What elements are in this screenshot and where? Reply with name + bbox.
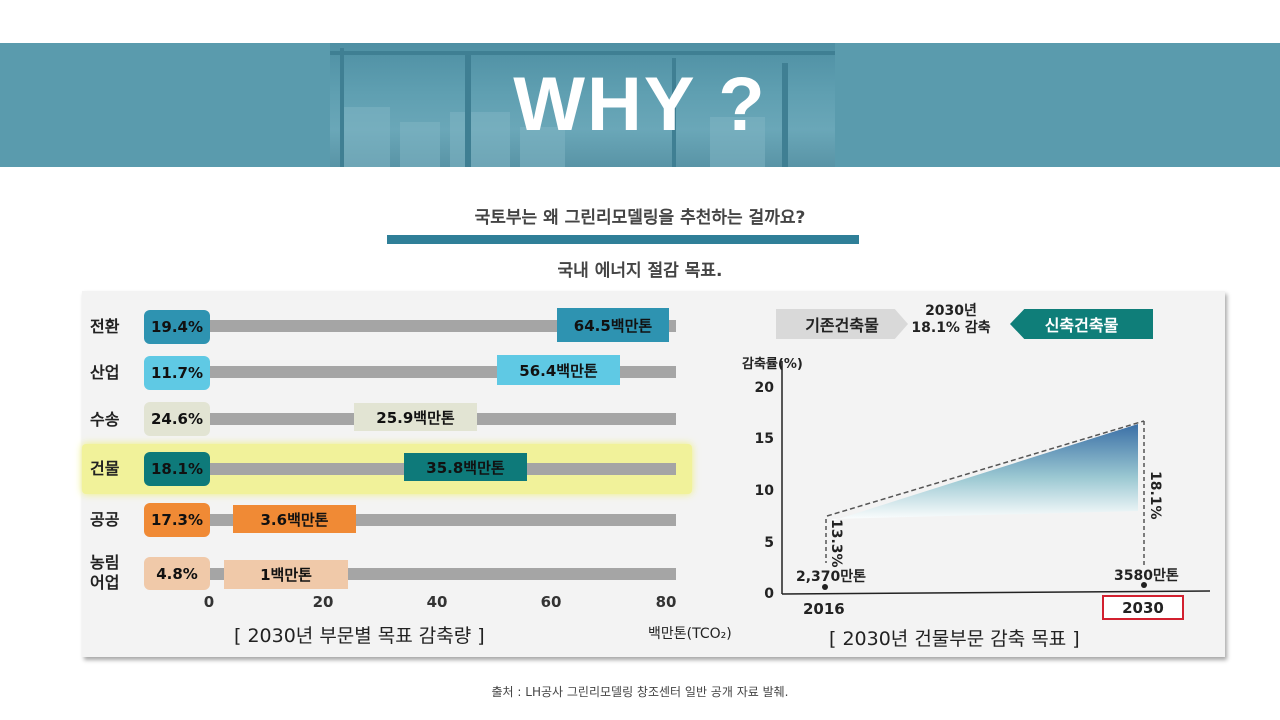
value-box: 1백만톤	[224, 560, 348, 589]
title-underline	[387, 235, 859, 244]
charts-panel: 전환 19.4% 64.5백만톤 산업 11.7% 56.4백만톤 수송 24.…	[82, 291, 1225, 657]
source-footnote: 출처 : LH공사 그린리모델링 창조센터 일반 공개 자료 발췌.	[491, 685, 789, 699]
x-tick: 40	[426, 593, 448, 611]
x-tick: 60	[540, 593, 562, 611]
left-chart-caption: [ 2030년 부문별 목표 감축량 ]	[234, 625, 485, 647]
bar-row-transport: 수송 24.6% 25.9백만톤	[82, 401, 702, 441]
pct-badge: 24.6%	[144, 402, 210, 436]
y-tick: 20	[754, 380, 774, 396]
y-axis-title: 감축률(%)	[742, 357, 803, 372]
value-box: 64.5백만톤	[557, 308, 669, 342]
start-amount-label: 2,370만톤	[796, 569, 867, 585]
end-amount-label: 3580만톤	[1114, 568, 1179, 584]
tag-center: 2030년 18.1% 감축	[908, 303, 994, 337]
value-box: 35.8백만톤	[404, 453, 527, 481]
page-question: 국토부는 왜 그린리모델링을 추천하는 걸까요?	[474, 208, 806, 228]
start-pct-label: 13.3%	[828, 519, 844, 568]
value-box: 3.6백만톤	[233, 505, 356, 533]
x-label-2016: 2016	[803, 600, 845, 618]
row-label-line1: 농림	[90, 553, 120, 572]
y-tick: 10	[754, 483, 774, 499]
x-tick: 80	[655, 593, 677, 611]
pct-badge: 4.8%	[144, 557, 210, 590]
bar-row-buildings: 건물 18.1% 35.8백만톤	[82, 450, 702, 490]
area-chart-svg	[781, 361, 1211, 595]
end-pct-label: 18.1%	[1147, 471, 1163, 520]
row-label-line2: 어업	[90, 573, 120, 592]
banner-title: WHY ?	[513, 62, 767, 147]
bar-row-transition: 전환 19.4% 64.5백만톤	[82, 307, 702, 347]
row-label: 공공	[90, 510, 120, 529]
y-tick: 5	[764, 535, 774, 551]
y-tick: 15	[754, 431, 774, 447]
tag-new-buildings: 신축건축물	[1010, 309, 1153, 339]
pct-badge: 11.7%	[144, 356, 210, 390]
tag-center-line1: 2030년	[925, 303, 977, 319]
page-subheading: 국내 에너지 절감 목표.	[557, 261, 723, 281]
row-label: 전환	[90, 317, 120, 336]
tag-center-line2: 18.1% 감축	[911, 320, 991, 336]
y-tick: 0	[764, 586, 774, 602]
pct-badge: 18.1%	[144, 452, 210, 486]
row-label: 건물	[90, 459, 120, 478]
banner-photo	[330, 43, 835, 167]
value-box: 56.4백만톤	[497, 355, 620, 385]
right-chart-caption: [ 2030년 건물부문 감축 목표 ]	[829, 628, 1080, 650]
value-box: 25.9백만톤	[354, 403, 477, 431]
bar-row-agriculture: 농림 어업 4.8% 1백만톤	[82, 553, 702, 595]
row-label: 수송	[90, 410, 120, 429]
bar-row-industry: 산업 11.7% 56.4백만톤	[82, 353, 702, 393]
row-label: 농림 어업	[90, 553, 140, 593]
x-tick: 0	[203, 593, 215, 611]
x-tick: 20	[312, 593, 334, 611]
x-label-2030-highlight: 2030	[1102, 595, 1184, 620]
row-label: 산업	[90, 363, 120, 382]
pct-badge: 19.4%	[144, 310, 210, 344]
bar-row-public: 공공 17.3% 3.6백만톤	[82, 501, 702, 541]
pct-badge: 17.3%	[144, 503, 210, 537]
tag-existing-buildings: 기존건축물	[776, 309, 908, 339]
unit-label: 백만톤(TCO₂)	[648, 626, 732, 642]
header-banner: WHY ?	[0, 43, 1280, 167]
